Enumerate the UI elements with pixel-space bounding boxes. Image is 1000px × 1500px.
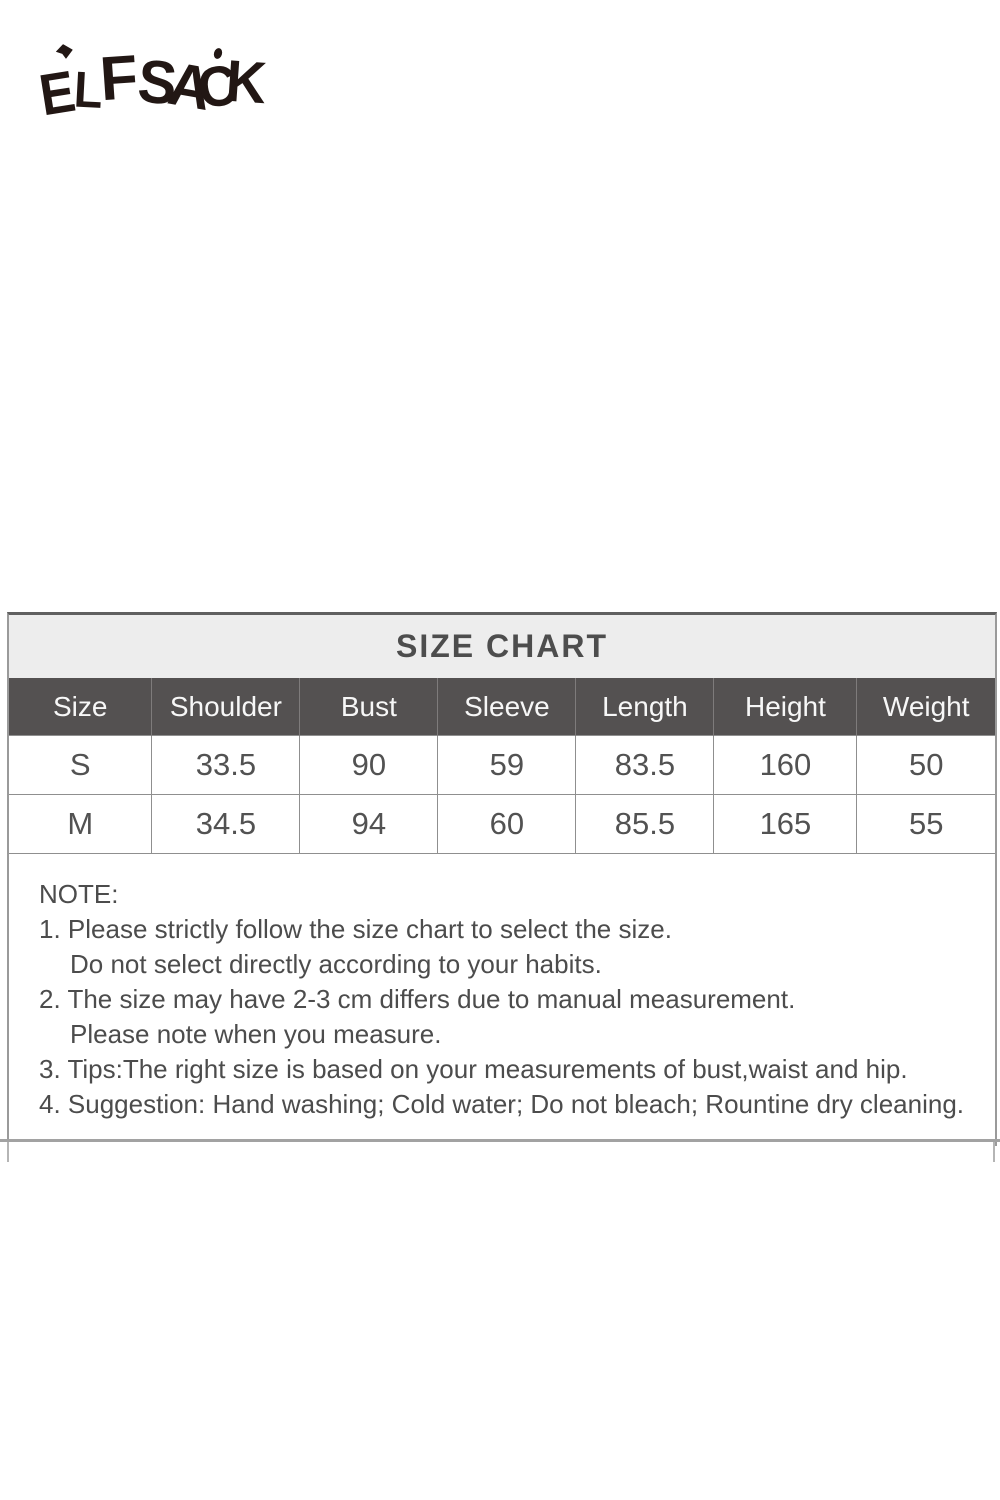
- size-chart-section: SIZE CHART Size Shoulder Bust Sleeve Len…: [7, 612, 997, 1146]
- cell: 59: [437, 735, 577, 795]
- logo-letter: F: [97, 42, 141, 115]
- cell: 34.5: [151, 794, 301, 854]
- cell: 94: [299, 794, 439, 854]
- cell: 165: [713, 794, 858, 854]
- cell: 50: [856, 735, 995, 795]
- cell: M: [9, 794, 153, 854]
- note-item: 2. The size may have 2-3 cm differs due …: [39, 984, 796, 1014]
- table-header-row: Size Shoulder Bust Sleeve Length Height …: [9, 678, 995, 736]
- column-header-bust: Bust: [299, 678, 439, 736]
- note-item-continuation: Please note when you measure.: [70, 1019, 442, 1049]
- cell: 60: [437, 794, 577, 854]
- note-item-continuation: Do not select directly according to your…: [70, 949, 602, 979]
- column-header-sleeve: Sleeve: [437, 678, 577, 736]
- column-header-height: Height: [713, 678, 858, 736]
- notes-section: NOTE: 1. Please strictly follow the size…: [9, 854, 995, 1146]
- table-row-size-s: S 33.5 90 59 83.5 160 50: [9, 735, 995, 795]
- table-row-size-m: M 34.5 94 60 85.5 165 55: [9, 794, 995, 854]
- cell: 33.5: [151, 735, 301, 795]
- note-item: 1. Please strictly follow the size chart…: [39, 914, 672, 944]
- section-divider: [0, 1139, 1000, 1142]
- cell: 160: [713, 735, 858, 795]
- column-header-shoulder: Shoulder: [151, 678, 301, 736]
- logo-letter: K: [223, 47, 269, 116]
- cell: 55: [856, 794, 995, 854]
- cell: 83.5: [575, 735, 715, 795]
- column-header-weight: Weight: [856, 678, 995, 736]
- note-heading: NOTE:: [39, 879, 119, 909]
- cell: S: [9, 735, 153, 795]
- column-header-length: Length: [575, 678, 715, 736]
- note-item: 4. Suggestion: Hand washing; Cold water;…: [39, 1089, 965, 1119]
- size-chart-title: SIZE CHART: [9, 615, 995, 678]
- note-item: 3. Tips:The right size is based on your …: [39, 1054, 908, 1084]
- next-section-stub: [7, 1142, 995, 1162]
- brand-logo: E L F S A C K: [35, 40, 269, 135]
- cell: 90: [299, 735, 439, 795]
- cell: 85.5: [575, 794, 715, 854]
- logo-flag-accent: [54, 42, 74, 61]
- column-header-size: Size: [9, 678, 153, 736]
- size-chart-table: Size Shoulder Bust Sleeve Length Height …: [9, 678, 995, 854]
